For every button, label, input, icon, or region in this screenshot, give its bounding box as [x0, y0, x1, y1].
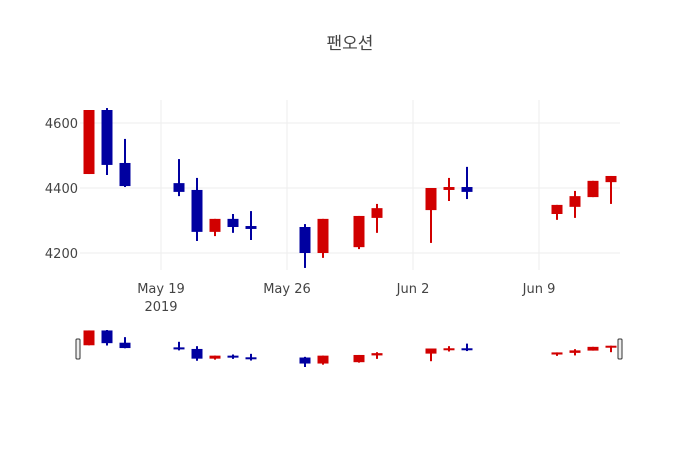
candle-increasing[interactable]	[353, 215, 365, 250]
y-axis: 4200 4400 4600	[45, 117, 78, 262]
slider-candle	[551, 352, 563, 356]
y-tick-label: 4600	[45, 117, 78, 132]
range-slider[interactable]	[75, 330, 623, 367]
candle-increasing[interactable]	[83, 110, 95, 175]
candle-increasing[interactable]	[587, 180, 599, 198]
candle-decreasing[interactable]	[227, 214, 239, 233]
slider-candle	[605, 345, 617, 353]
slider-candle	[227, 354, 239, 359]
candle-decreasing[interactable]	[173, 159, 185, 197]
slider-candle	[83, 330, 95, 346]
y-tick-label: 4400	[45, 182, 78, 197]
y-tick-label: 4200	[45, 247, 78, 262]
candle-increasing[interactable]	[605, 175, 617, 204]
slider-candle	[371, 352, 383, 359]
slider-candle	[101, 330, 113, 346]
x-tick-label: May 26	[263, 282, 311, 297]
slider-candle	[191, 346, 203, 361]
slider-candle	[119, 337, 131, 349]
candle-decreasing[interactable]	[119, 138, 131, 188]
slider-candle	[425, 348, 437, 362]
x-tick-label: Jun 9	[522, 282, 556, 297]
slider-candle	[587, 346, 599, 351]
candle-increasing[interactable]	[551, 204, 563, 220]
slider-candle	[245, 353, 257, 361]
candle-increasing[interactable]	[569, 190, 581, 218]
slider-candle	[173, 341, 185, 351]
candle-decreasing[interactable]	[299, 224, 311, 268]
slider-candle	[299, 356, 311, 367]
gridlines	[80, 100, 620, 270]
x-tick-label: May 19	[137, 282, 185, 297]
slider-candle	[443, 346, 455, 352]
chart-title: 팬오션	[326, 34, 374, 54]
x-tick-label: Jun 2	[396, 282, 430, 297]
slider-candle	[569, 349, 581, 356]
candles-series[interactable]	[83, 108, 617, 268]
candle-increasing[interactable]	[425, 188, 437, 243]
candle-increasing[interactable]	[317, 218, 329, 258]
slider-candle	[353, 354, 365, 363]
slider-candle	[209, 355, 221, 360]
slider-candle	[317, 355, 329, 365]
range-slider-left-handle[interactable]	[75, 338, 81, 360]
range-slider-right-handle[interactable]	[617, 338, 623, 360]
candle-increasing[interactable]	[209, 218, 221, 237]
candle-increasing[interactable]	[443, 177, 455, 201]
x-tick-year-label: 2019	[144, 300, 177, 315]
candle-decreasing[interactable]	[191, 177, 203, 241]
candle-decreasing[interactable]	[101, 108, 113, 175]
x-axis: May 19 2019 May 26 Jun 2 Jun 9	[137, 282, 555, 315]
slider-candle	[461, 343, 473, 352]
candle-increasing[interactable]	[371, 203, 383, 233]
candle-decreasing[interactable]	[461, 166, 473, 200]
candle-decreasing[interactable]	[245, 211, 257, 240]
